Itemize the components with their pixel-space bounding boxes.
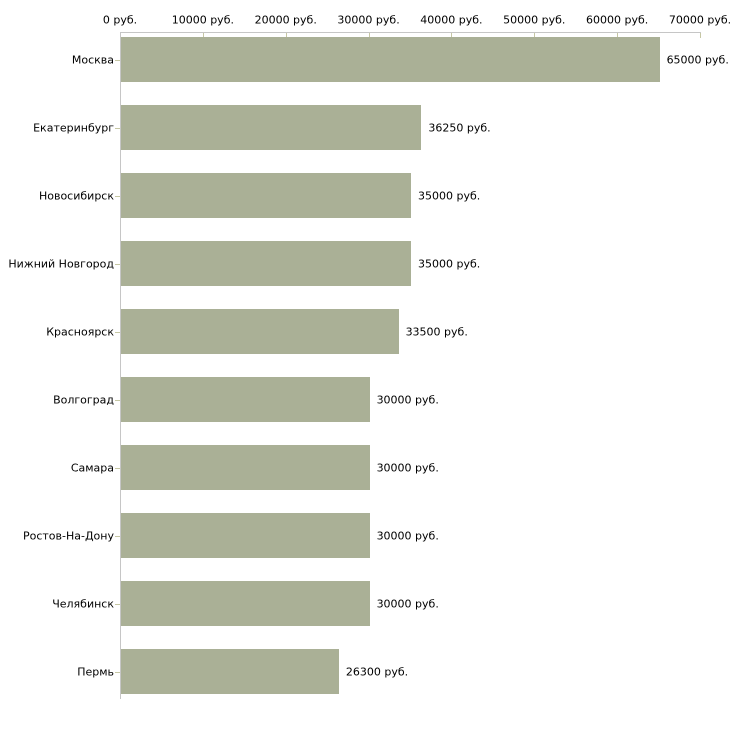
category-label: Красноярск — [46, 325, 114, 338]
x-axis-line — [120, 32, 701, 33]
value-label: 36250 руб. — [428, 121, 491, 134]
category-tick-mark — [115, 399, 120, 401]
bar — [121, 105, 422, 150]
category-tick-mark — [115, 59, 120, 61]
bar — [121, 581, 370, 626]
category-tick-mark — [115, 195, 120, 197]
value-label: 30000 руб. — [376, 461, 439, 474]
bar — [121, 513, 370, 558]
value-label: 30000 руб. — [376, 393, 439, 406]
category-tick-mark — [115, 603, 120, 605]
value-label: 30000 руб. — [376, 529, 439, 542]
bar — [121, 241, 411, 286]
x-tick-mark — [368, 32, 370, 38]
category-label: Пермь — [77, 665, 114, 678]
bar — [121, 37, 660, 82]
category-label: Нижний Новгород — [8, 257, 114, 270]
x-tick-mark — [700, 32, 701, 38]
bar — [121, 649, 339, 694]
x-tick-label: 40000 руб. — [420, 13, 483, 27]
x-tick-mark — [285, 32, 287, 38]
value-label: 65000 руб. — [666, 53, 729, 66]
x-tick-label: 20000 руб. — [254, 13, 317, 27]
category-tick-mark — [115, 467, 120, 469]
x-tick-mark — [451, 32, 453, 38]
value-label: 26300 руб. — [345, 665, 409, 678]
x-tick-label: 60000 руб. — [586, 13, 649, 27]
bar — [121, 445, 370, 490]
value-label: 33500 руб. — [405, 325, 468, 338]
category-label: Челябинск — [52, 597, 114, 610]
category-tick-mark — [115, 331, 120, 333]
x-tick-mark — [617, 32, 619, 38]
category-label: Москва — [71, 53, 114, 66]
category-tick-mark — [115, 263, 120, 265]
category-tick-mark — [115, 127, 120, 129]
x-tick-mark — [202, 32, 204, 38]
bar — [121, 173, 411, 218]
category-label: Волгоград — [53, 393, 114, 406]
category-label: Ростов-На-Дону — [22, 529, 114, 542]
value-label: 35000 руб. — [418, 257, 481, 270]
category-tick-mark — [115, 671, 120, 673]
bar — [121, 309, 399, 354]
category-label: Новосибирск — [38, 189, 114, 202]
category-label: Екатеринбург — [33, 121, 114, 134]
bar — [121, 377, 370, 422]
x-tick-label: 30000 руб. — [337, 13, 400, 27]
value-label: 30000 руб. — [376, 597, 439, 610]
x-tick-label: 50000 руб. — [503, 13, 566, 27]
y-axis-line — [120, 32, 121, 699]
x-tick-label: 70000 руб. — [668, 13, 730, 27]
category-label: Самара — [70, 461, 114, 474]
x-tick-label: 10000 руб. — [171, 13, 234, 27]
x-tick-mark — [534, 32, 536, 38]
category-tick-mark — [115, 535, 120, 537]
value-label: 35000 руб. — [418, 189, 481, 202]
x-tick-label: 0 руб. — [102, 13, 138, 27]
